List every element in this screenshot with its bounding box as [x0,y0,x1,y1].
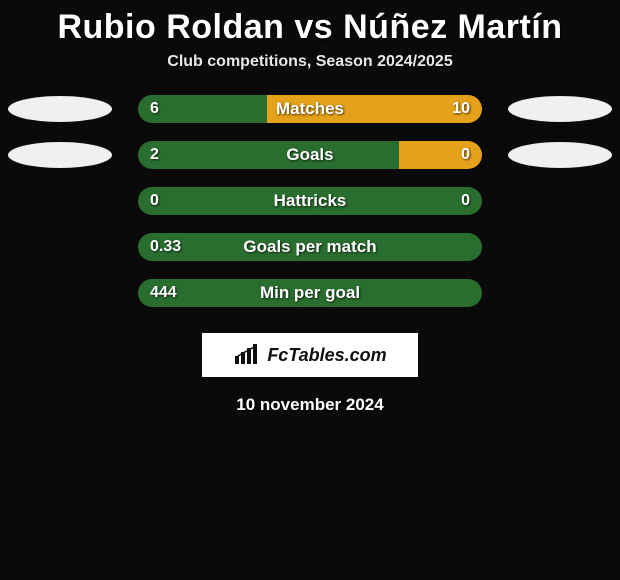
player-badge-right [508,142,612,168]
subtitle: Club competitions, Season 2024/2025 [0,53,620,71]
stat-bar [138,141,482,169]
stat-bar [138,187,482,215]
stat-value-right: 10 [452,95,470,123]
stat-bar-left [138,279,482,307]
logo-text: FcTables.com [267,345,386,366]
stat-value-left: 0.33 [150,233,181,261]
stat-row: Min per goal444 [0,279,620,307]
player-badge-left [8,142,112,168]
chart-icon [233,344,261,366]
date-text: 10 november 2024 [0,395,620,415]
stat-bar-left [138,187,482,215]
stat-row: Hattricks00 [0,187,620,215]
stat-bar [138,233,482,261]
page-title: Rubio Roldan vs Núñez Martín [0,0,620,53]
stat-bar [138,95,482,123]
stat-value-left: 6 [150,95,159,123]
stat-value-left: 444 [150,279,177,307]
fctables-logo: FcTables.com [202,333,418,377]
stat-rows-container: Matches610Goals20Hattricks00Goals per ma… [0,95,620,307]
player-badge-left [8,96,112,122]
stat-value-left: 0 [150,187,159,215]
player-badge-right [508,96,612,122]
stat-value-left: 2 [150,141,159,169]
stat-value-right: 0 [461,141,470,169]
stat-row: Matches610 [0,95,620,123]
stat-bar-right [267,95,482,123]
stat-bar [138,279,482,307]
stat-row: Goals per match0.33 [0,233,620,261]
stat-bar-left [138,233,482,261]
stat-value-right: 0 [461,187,470,215]
stat-row: Goals20 [0,141,620,169]
stat-bar-left [138,141,399,169]
